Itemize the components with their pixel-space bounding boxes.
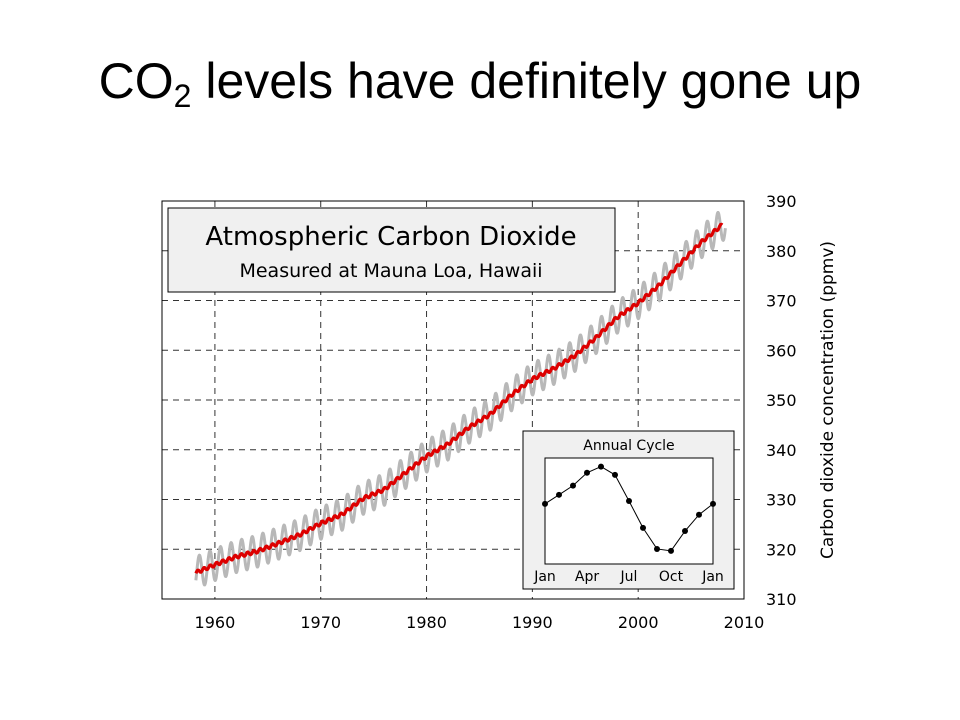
title-box-frame bbox=[167, 207, 616, 293]
inset-x-tick-label: Jul bbox=[620, 569, 638, 585]
y-axis-label: Carbon dioxide concentration (ppmv) bbox=[818, 241, 838, 559]
series-layer bbox=[194, 211, 727, 587]
annual-cycle-point bbox=[542, 500, 548, 507]
y-tick-label: 370 bbox=[766, 292, 797, 311]
annual-cycle-point bbox=[654, 545, 660, 552]
chart-title: Atmospheric Carbon Dioxide bbox=[205, 222, 576, 252]
x-tick-label: 2000 bbox=[618, 613, 659, 632]
slide-title-subscript: 2 bbox=[173, 77, 192, 114]
slide-title: CO2 levels have definitely gone up bbox=[0, 52, 960, 115]
annual-cycle-point bbox=[584, 469, 590, 476]
inset-series: Jan Apr Jul Oct Jan bbox=[533, 463, 724, 585]
x-tick-label: 2010 bbox=[724, 613, 765, 632]
inset-x-tick-label: Jan bbox=[701, 569, 724, 585]
inset-x-tick-label: Jan bbox=[533, 569, 556, 585]
annual-cycle-point bbox=[696, 511, 702, 518]
inset-plot-area bbox=[544, 457, 714, 565]
y-tick-label: 360 bbox=[766, 341, 797, 360]
annual-cycle-point bbox=[710, 500, 716, 507]
x-tick-label: 1980 bbox=[406, 613, 447, 632]
y-tick-label: 340 bbox=[766, 441, 797, 460]
y-tick-label: 380 bbox=[766, 242, 797, 261]
y-tick-label: 310 bbox=[766, 590, 797, 609]
x-tick-label: 1970 bbox=[300, 613, 341, 632]
monthly-co2-series bbox=[194, 211, 727, 587]
annual-cycle-point bbox=[598, 463, 604, 470]
inset-title: Annual Cycle bbox=[583, 438, 674, 454]
annual-cycle-point bbox=[556, 491, 562, 498]
annual-cycle-point bbox=[682, 528, 688, 535]
slide-title-prefix: CO bbox=[98, 53, 174, 109]
inset-x-tick-label: Apr bbox=[575, 569, 599, 585]
annual-cycle-inset: Annual Cycle Jan Apr Jul Oct Jan bbox=[522, 430, 735, 590]
inset-x-tick-label: Oct bbox=[659, 569, 684, 585]
chart-title-box: Atmospheric Carbon Dioxide Measured at M… bbox=[167, 207, 616, 293]
annual-cycle-point bbox=[612, 471, 618, 478]
y-tick-label: 320 bbox=[766, 540, 797, 559]
y-tick-label: 330 bbox=[766, 491, 797, 510]
annual-cycle-point bbox=[570, 482, 576, 489]
y-tick-label: 390 bbox=[766, 192, 797, 211]
x-tick-label: 1990 bbox=[512, 613, 553, 632]
x-tick-label: 1960 bbox=[195, 613, 236, 632]
annual-cycle-point bbox=[626, 497, 632, 504]
plot-frame bbox=[161, 200, 745, 600]
annual-cycle-point bbox=[668, 547, 674, 554]
annual-cycle-point bbox=[640, 524, 646, 531]
y-tick-label: 350 bbox=[766, 391, 797, 410]
chart-subtitle: Measured at Mauna Loa, Hawaii bbox=[239, 260, 542, 282]
trend-co2-series bbox=[194, 222, 724, 574]
slide-title-suffix: levels have definitely gone up bbox=[191, 53, 862, 109]
